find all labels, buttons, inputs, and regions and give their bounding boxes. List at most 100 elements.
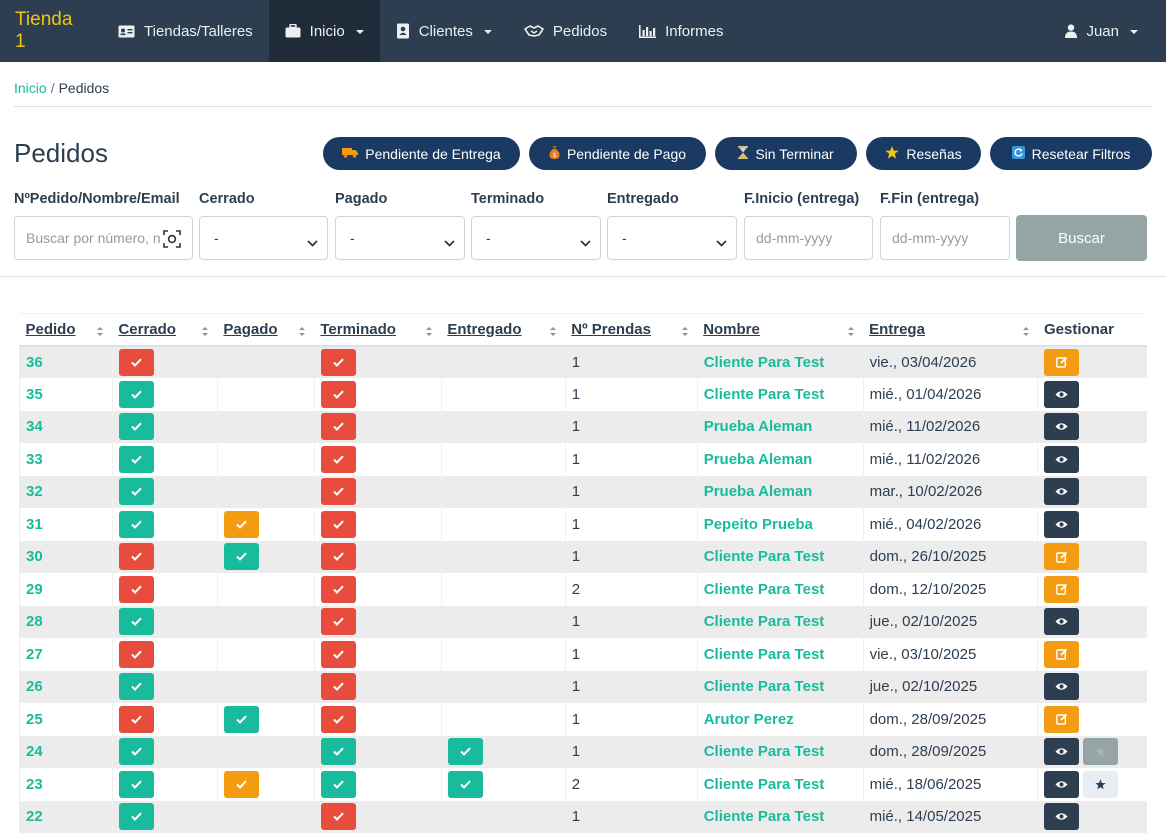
cerrado-status-badge[interactable] bbox=[118, 575, 154, 603]
fecha-inicio-input[interactable]: dd-mm-yyyy bbox=[744, 216, 873, 260]
resetear-filtros-button[interactable]: Resetear Filtros bbox=[990, 137, 1152, 170]
client-name-link[interactable]: Cliente Para Test bbox=[703, 808, 825, 826]
order-number-link[interactable]: 31 bbox=[26, 515, 43, 533]
review-button-disabled[interactable] bbox=[1083, 738, 1119, 766]
client-name-link[interactable]: Cliente Para Test bbox=[703, 580, 825, 598]
order-number-link[interactable]: 23 bbox=[26, 775, 43, 793]
sort-icon[interactable] bbox=[201, 324, 209, 341]
client-name-link[interactable]: Cliente Para Test bbox=[703, 743, 825, 761]
terminado-status-badge[interactable] bbox=[320, 640, 356, 668]
terminado-status-badge[interactable] bbox=[320, 348, 356, 376]
terminado-status-badge[interactable] bbox=[320, 608, 356, 636]
sort-icon[interactable] bbox=[681, 324, 689, 341]
view-button[interactable] bbox=[1044, 445, 1080, 473]
order-number-link[interactable]: 27 bbox=[26, 645, 43, 663]
client-name-link[interactable]: Cliente Para Test bbox=[703, 775, 825, 793]
terminado-status-badge[interactable] bbox=[320, 478, 356, 506]
pagado-status-badge[interactable] bbox=[223, 510, 259, 538]
column-header[interactable]: Pagado bbox=[217, 313, 315, 347]
sort-icon[interactable] bbox=[298, 324, 306, 341]
order-number-link[interactable]: 35 bbox=[26, 385, 43, 403]
client-name-link[interactable]: Prueba Aleman bbox=[703, 450, 813, 468]
cerrado-status-badge[interactable] bbox=[118, 543, 154, 571]
cerrado-status-badge[interactable] bbox=[118, 380, 154, 408]
cerrado-status-badge[interactable] bbox=[118, 738, 154, 766]
nav-item-inicio[interactable]: Inicio bbox=[268, 0, 380, 62]
view-button[interactable] bbox=[1044, 673, 1080, 701]
nav-item-clientes[interactable]: Clientes bbox=[380, 0, 508, 62]
client-name-link[interactable]: Cliente Para Test bbox=[703, 548, 825, 566]
view-button[interactable] bbox=[1044, 510, 1080, 538]
sort-icon[interactable] bbox=[847, 324, 855, 341]
cerrado-status-badge[interactable] bbox=[118, 770, 154, 798]
order-number-link[interactable]: 26 bbox=[26, 678, 43, 696]
terminado-select[interactable]: - bbox=[471, 216, 601, 260]
client-name-link[interactable]: Cliente Para Test bbox=[703, 678, 825, 696]
order-number-link[interactable]: 34 bbox=[26, 418, 43, 436]
cerrado-status-badge[interactable] bbox=[118, 445, 154, 473]
client-name-link[interactable]: Pepeito Prueba bbox=[703, 515, 813, 533]
order-number-link[interactable]: 24 bbox=[26, 743, 43, 761]
order-number-link[interactable]: 33 bbox=[26, 450, 43, 468]
fecha-fin-input[interactable]: dd-mm-yyyy bbox=[880, 216, 1010, 260]
pagado-status-badge[interactable] bbox=[223, 705, 259, 733]
entregado-select[interactable]: - bbox=[607, 216, 737, 260]
cerrado-status-badge[interactable] bbox=[118, 705, 154, 733]
column-header[interactable]: Entrega bbox=[863, 313, 1038, 347]
terminado-status-badge[interactable] bbox=[320, 510, 356, 538]
cerrado-status-badge[interactable] bbox=[118, 510, 154, 538]
column-header[interactable]: Cerrado bbox=[112, 313, 218, 347]
terminado-status-badge[interactable] bbox=[320, 380, 356, 408]
client-name-link[interactable]: Prueba Aleman bbox=[703, 418, 813, 436]
client-name-link[interactable]: Cliente Para Test bbox=[703, 645, 825, 663]
client-name-link[interactable]: Cliente Para Test bbox=[703, 613, 825, 631]
terminado-status-badge[interactable] bbox=[320, 803, 356, 831]
cerrado-status-badge[interactable] bbox=[118, 348, 154, 376]
edit-button[interactable] bbox=[1044, 575, 1080, 603]
pagado-status-badge[interactable] bbox=[223, 543, 259, 571]
sort-icon[interactable] bbox=[425, 324, 433, 341]
cerrado-status-badge[interactable] bbox=[118, 640, 154, 668]
terminado-status-badge[interactable] bbox=[320, 543, 356, 571]
order-number-link[interactable]: 25 bbox=[26, 710, 43, 728]
column-header[interactable]: Nº Prendas bbox=[565, 313, 698, 347]
column-header[interactable]: Terminado bbox=[314, 313, 442, 347]
terminado-status-badge[interactable] bbox=[320, 445, 356, 473]
terminado-status-badge[interactable] bbox=[320, 705, 356, 733]
cerrado-status-badge[interactable] bbox=[118, 803, 154, 831]
nav-item-informes[interactable]: Informes bbox=[623, 0, 739, 62]
view-button[interactable] bbox=[1044, 413, 1080, 441]
review-button[interactable] bbox=[1083, 770, 1119, 798]
order-number-link[interactable]: 36 bbox=[26, 353, 43, 371]
entregado-status-badge[interactable] bbox=[447, 770, 483, 798]
view-button[interactable] bbox=[1044, 478, 1080, 506]
client-name-link[interactable]: Cliente Para Test bbox=[703, 353, 825, 371]
entregado-status-badge[interactable] bbox=[447, 738, 483, 766]
nav-item-tiendas[interactable]: Tiendas/Talleres bbox=[102, 0, 269, 62]
view-button[interactable] bbox=[1044, 608, 1080, 636]
edit-button[interactable] bbox=[1044, 543, 1080, 571]
cerrado-status-badge[interactable] bbox=[118, 413, 154, 441]
sort-icon[interactable] bbox=[96, 324, 104, 341]
search-input[interactable]: Buscar por número, n bbox=[14, 216, 193, 260]
buscar-button[interactable]: Buscar bbox=[1016, 215, 1147, 261]
terminado-status-badge[interactable] bbox=[320, 575, 356, 603]
order-number-link[interactable]: 30 bbox=[26, 548, 43, 566]
terminado-status-badge[interactable] bbox=[320, 413, 356, 441]
order-number-link[interactable]: 28 bbox=[26, 613, 43, 631]
column-header[interactable]: Entregado bbox=[441, 313, 566, 347]
pendiente-pago-button[interactable]: $ Pendiente de Pago bbox=[529, 137, 706, 170]
cerrado-status-badge[interactable] bbox=[118, 608, 154, 636]
cerrado-status-badge[interactable] bbox=[118, 478, 154, 506]
sort-icon[interactable] bbox=[1022, 324, 1030, 341]
view-button[interactable] bbox=[1044, 380, 1080, 408]
column-header[interactable]: Pedido bbox=[19, 313, 113, 347]
pagado-select[interactable]: - bbox=[335, 216, 465, 260]
edit-button[interactable] bbox=[1044, 640, 1080, 668]
terminado-status-badge[interactable] bbox=[320, 770, 356, 798]
terminado-status-badge[interactable] bbox=[320, 673, 356, 701]
nav-item-pedidos[interactable]: Pedidos bbox=[508, 0, 623, 62]
brand-logo[interactable]: Tienda 1 bbox=[15, 9, 73, 52]
user-menu[interactable]: Juan bbox=[1049, 0, 1166, 62]
order-number-link[interactable]: 22 bbox=[26, 808, 43, 826]
